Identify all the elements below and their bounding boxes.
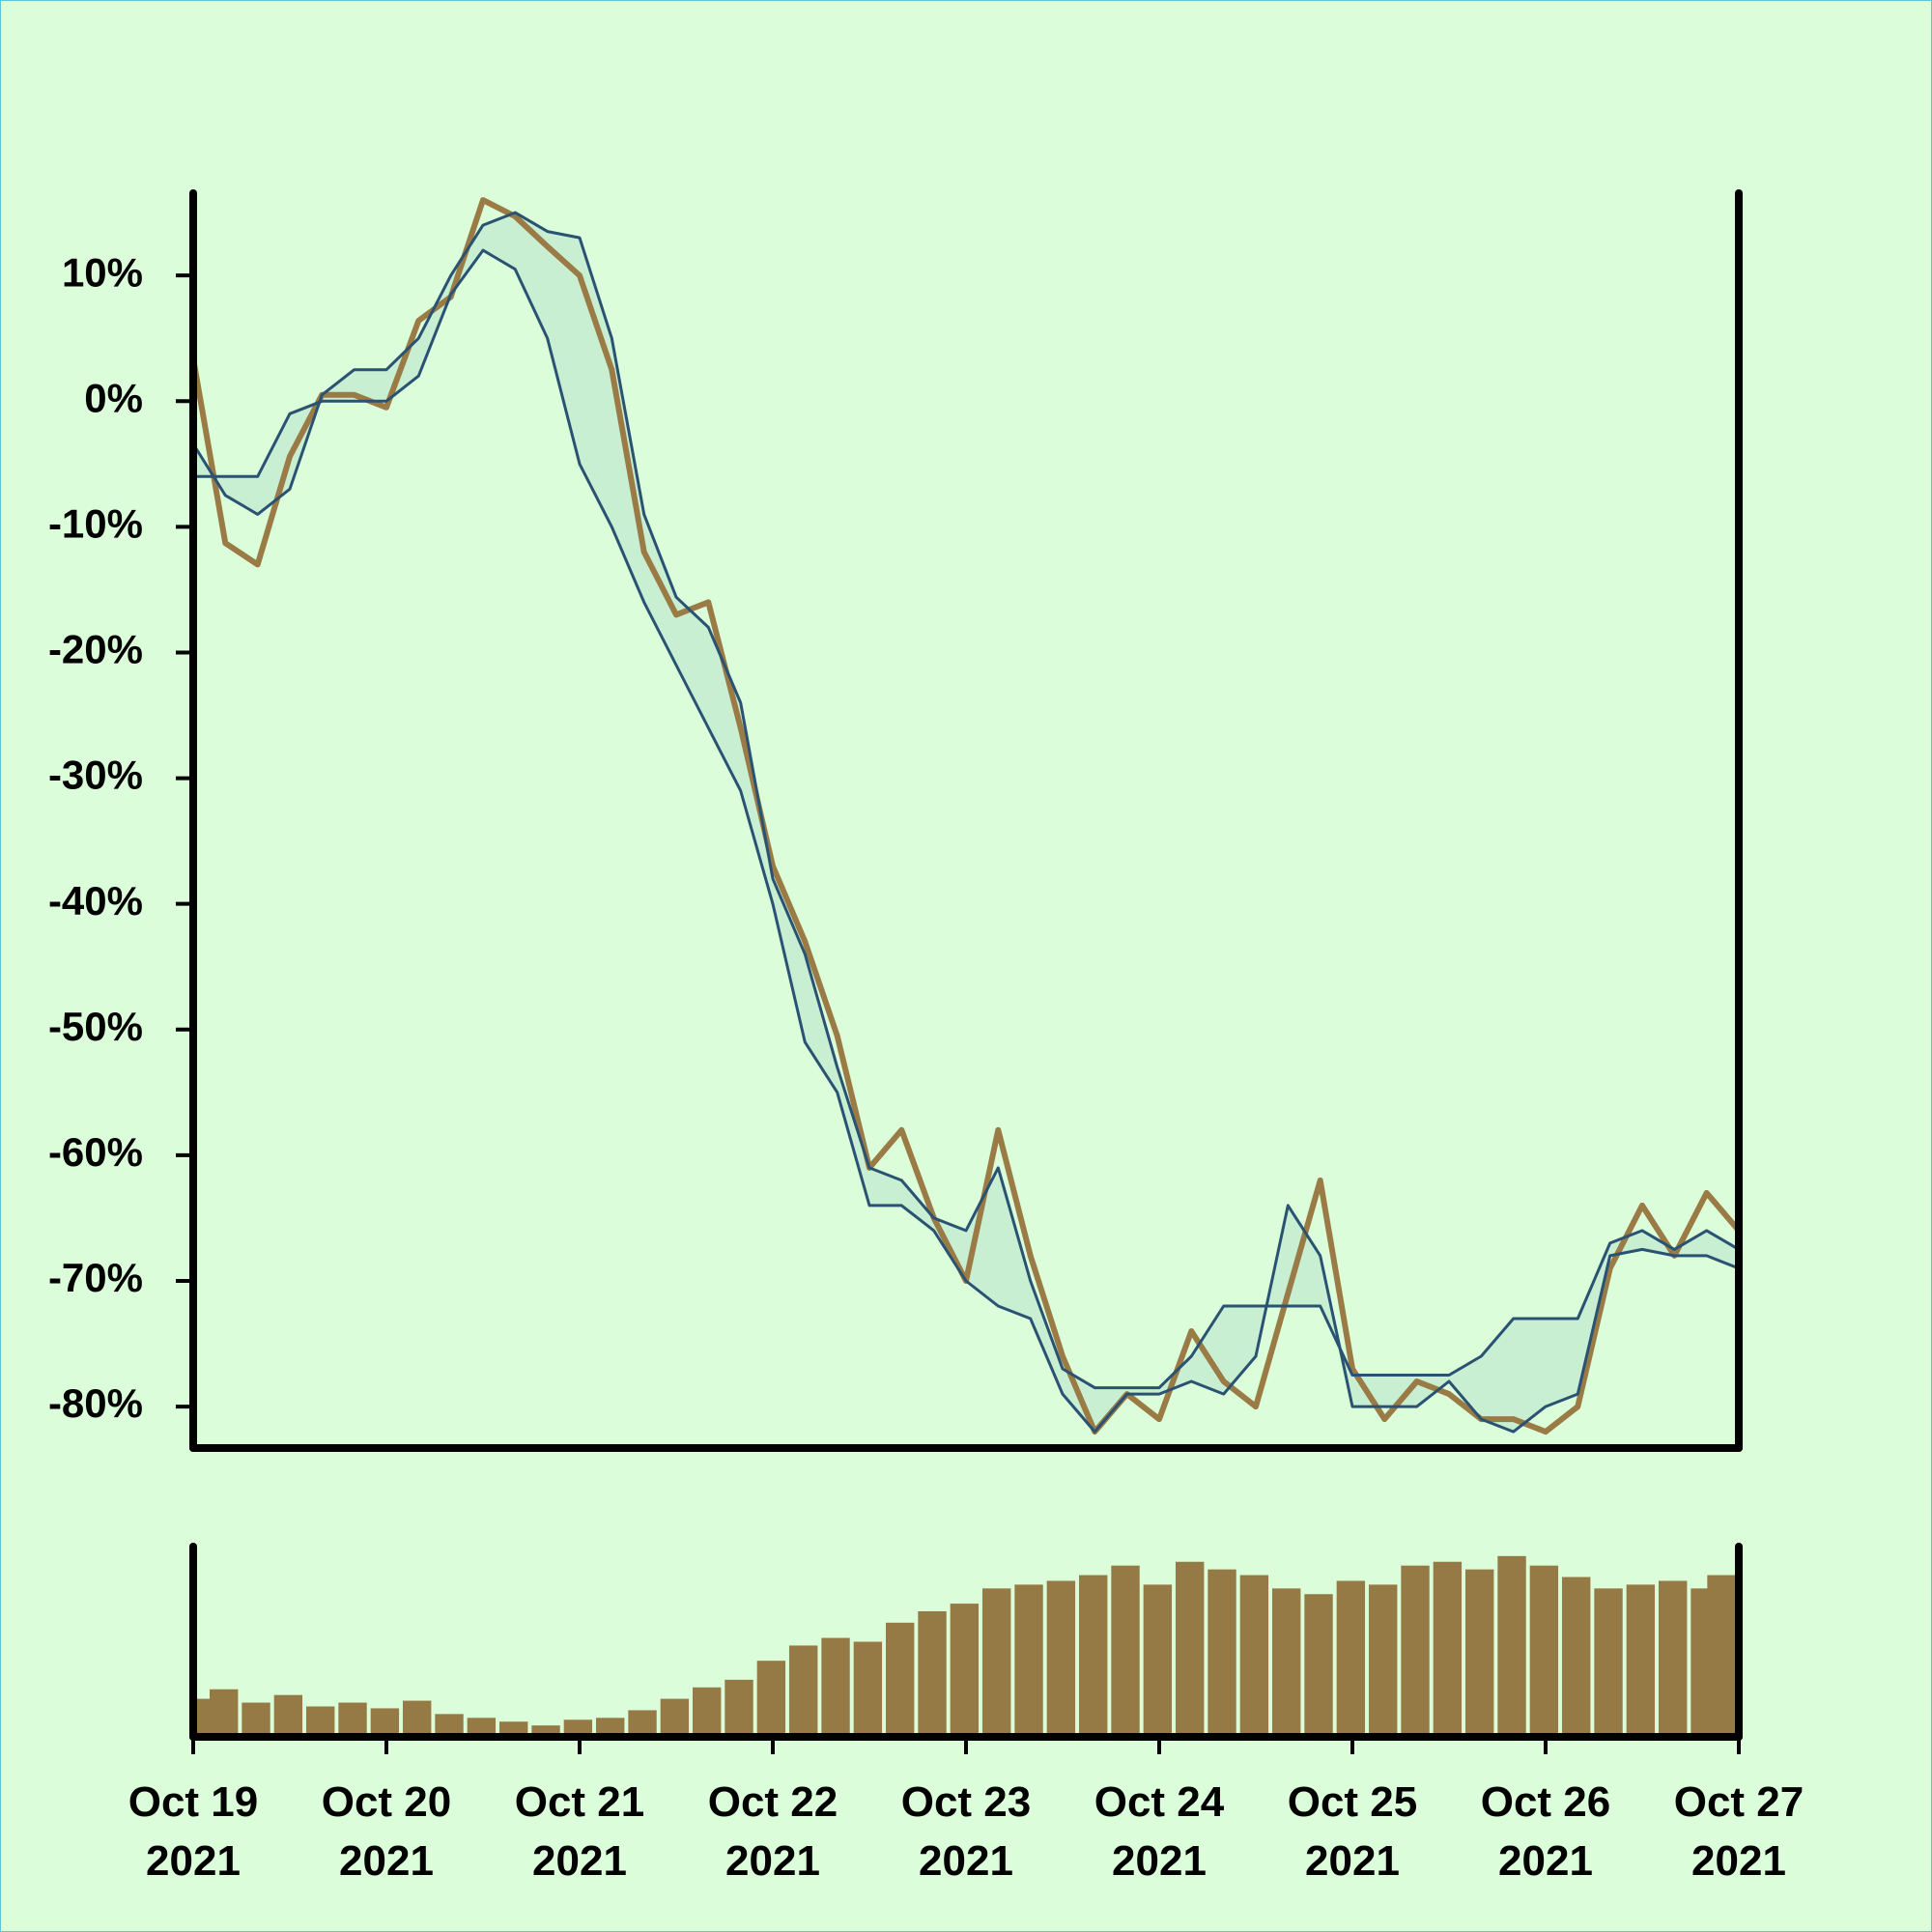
volume-bar [886,1622,915,1737]
volume-panel [193,1555,1736,1737]
volume-bar [1497,1555,1526,1737]
volume-bar [1659,1580,1688,1737]
series-line [193,248,1739,1434]
volume-bar [596,1718,625,1737]
y-tick-label: -20% [48,627,143,672]
volume-bar [756,1661,786,1737]
volume-bar [789,1645,818,1737]
volume-bar [435,1714,464,1737]
volume-bar [1143,1584,1173,1737]
volume-bar [724,1679,753,1737]
volume-bar [982,1588,1011,1737]
volume-bar [950,1604,980,1737]
volume-bar [1272,1588,1301,1737]
volume-bar [403,1700,432,1737]
volume-bar [1239,1575,1269,1737]
volume-bar [1529,1565,1559,1737]
price-panel [193,197,1739,1435]
x-tick-label: Oct 23 2021 [900,1778,1032,1885]
y-tick-label: -80% [48,1380,143,1426]
y-tick-label: -50% [48,1004,143,1049]
volume-bar [370,1708,400,1737]
volume-bar [1079,1575,1108,1737]
y-tick-label: -30% [48,753,143,798]
volume-bar [1208,1569,1236,1737]
volume-bar [1401,1565,1430,1737]
x-tick-label: Oct 20 2021 [321,1778,452,1885]
ticks [176,273,1741,1754]
volume-bar [1465,1569,1494,1737]
volume-bar [660,1698,690,1737]
volume-bar [628,1710,657,1737]
x-tick-label: Oct 21 2021 [514,1778,645,1885]
x-tick-label: Oct 24 2021 [1094,1778,1225,1885]
volume-bar [1336,1580,1366,1737]
volume-bar [563,1719,593,1737]
volume-bar [1369,1584,1398,1737]
volume-bar [1176,1561,1205,1737]
y-tick-label: -10% [48,500,143,546]
volume-bar [210,1689,239,1737]
x-tick-label: Oct 26 2021 [1480,1778,1611,1885]
x-tick-label: Oct 19 2021 [128,1778,259,1885]
volume-bar [273,1694,303,1737]
volume-bar [1562,1577,1591,1737]
y-tick-label: -40% [48,878,143,923]
volume-bar [853,1641,883,1737]
volume-bar [242,1702,270,1737]
volume-bar [1626,1584,1656,1737]
y-tick-label: 0% [84,375,143,420]
volume-bar [1046,1580,1076,1737]
volume-bar [1111,1565,1140,1737]
volume-bar [1433,1561,1463,1737]
volume-bar [1594,1588,1623,1737]
volume-bar [531,1725,560,1737]
series-line [193,211,1739,1390]
x-tick-label: Oct 22 2021 [707,1778,838,1885]
volume-bar [1304,1594,1333,1737]
y-tick-label: -60% [48,1129,143,1175]
volume-bar [1014,1584,1043,1737]
volume-bar [467,1718,497,1737]
volume-bar [1707,1575,1736,1737]
y-tick-label: 10% [62,249,143,295]
volume-bar [821,1637,850,1737]
x-tick-label: Oct 27 2021 [1673,1778,1804,1885]
band-fill [193,213,1739,1433]
x-tick-label: Oct 25 2021 [1287,1778,1418,1885]
volume-bar [338,1702,367,1737]
volume-bar [918,1610,947,1737]
y-tick-label: -70% [48,1255,143,1300]
volume-bar [693,1687,722,1737]
volume-bar [306,1706,335,1737]
